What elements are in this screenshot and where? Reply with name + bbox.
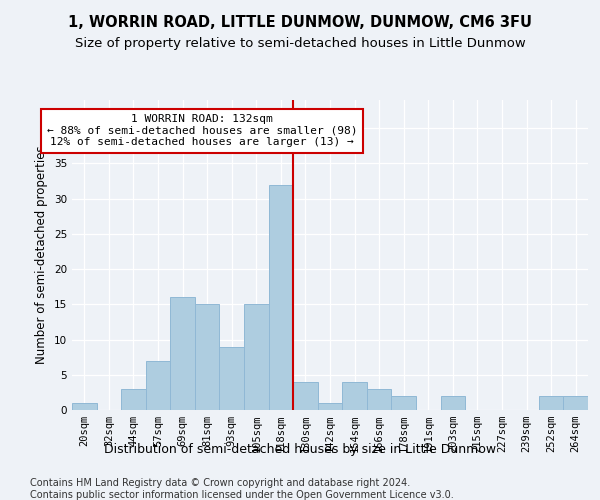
Text: 1, WORRIN ROAD, LITTLE DUNMOW, DUNMOW, CM6 3FU: 1, WORRIN ROAD, LITTLE DUNMOW, DUNMOW, C… (68, 15, 532, 30)
Bar (170, 298, 195, 410)
Text: Contains public sector information licensed under the Open Government Licence v3: Contains public sector information licen… (30, 490, 454, 500)
Bar (244, 304, 269, 410)
Text: Contains HM Land Registry data © Crown copyright and database right 2024.: Contains HM Land Registry data © Crown c… (30, 478, 410, 488)
Bar (121, 389, 146, 410)
Bar (293, 382, 318, 410)
Bar (342, 382, 367, 410)
Bar (563, 396, 588, 410)
Bar (539, 396, 563, 410)
Bar (195, 304, 220, 410)
Bar (367, 389, 391, 410)
Y-axis label: Number of semi-detached properties: Number of semi-detached properties (35, 146, 49, 364)
Bar (269, 184, 293, 410)
Text: Size of property relative to semi-detached houses in Little Dunmow: Size of property relative to semi-detach… (74, 38, 526, 51)
Bar (146, 360, 170, 410)
Text: 1 WORRIN ROAD: 132sqm
← 88% of semi-detached houses are smaller (98)
12% of semi: 1 WORRIN ROAD: 132sqm ← 88% of semi-deta… (47, 114, 358, 148)
Bar (220, 346, 244, 410)
Bar (391, 396, 416, 410)
Text: Distribution of semi-detached houses by size in Little Dunmow: Distribution of semi-detached houses by … (104, 442, 496, 456)
Bar (72, 403, 97, 410)
Bar (318, 403, 342, 410)
Bar (440, 396, 465, 410)
